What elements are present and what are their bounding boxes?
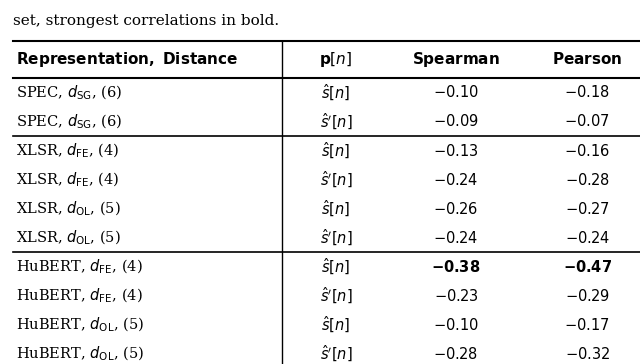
Text: $-0.24$: $-0.24$ <box>564 230 610 246</box>
Text: $-0.29$: $-0.29$ <box>565 288 609 304</box>
Text: $-0.24$: $-0.24$ <box>433 171 479 187</box>
Text: $-0.10$: $-0.10$ <box>433 317 479 333</box>
Text: $\mathbf{Spearman}$: $\mathbf{Spearman}$ <box>412 50 500 69</box>
Text: $-0.17$: $-0.17$ <box>564 317 610 333</box>
Text: $-0.10$: $-0.10$ <box>433 84 479 100</box>
Text: $-0.26$: $-0.26$ <box>433 201 479 217</box>
Text: XLSR, $d_{\mathrm{OL}}$, (5): XLSR, $d_{\mathrm{OL}}$, (5) <box>16 199 121 218</box>
Text: $-0.28$: $-0.28$ <box>433 346 479 362</box>
Text: $-0.16$: $-0.16$ <box>564 143 610 158</box>
Text: $\mathbf{-0.38}$: $\mathbf{-0.38}$ <box>431 259 481 275</box>
Text: $-0.09$: $-0.09$ <box>433 114 479 130</box>
Text: $\hat{s}'[n]$: $\hat{s}'[n]$ <box>320 111 352 132</box>
Text: XLSR, $d_{\mathrm{OL}}$, (5): XLSR, $d_{\mathrm{OL}}$, (5) <box>16 229 121 247</box>
Text: $\hat{s}'[n]$: $\hat{s}'[n]$ <box>320 286 352 306</box>
Text: HuBERT, $d_{\mathrm{OL}}$, (5): HuBERT, $d_{\mathrm{OL}}$, (5) <box>16 316 144 334</box>
Text: $-0.23$: $-0.23$ <box>434 288 478 304</box>
Text: XLSR, $d_{\mathrm{FE}}$, (4): XLSR, $d_{\mathrm{FE}}$, (4) <box>16 141 120 160</box>
Text: $-0.24$: $-0.24$ <box>433 230 479 246</box>
Text: XLSR, $d_{\mathrm{FE}}$, (4): XLSR, $d_{\mathrm{FE}}$, (4) <box>16 170 120 189</box>
Text: $-0.07$: $-0.07$ <box>564 114 610 130</box>
Text: $-0.32$: $-0.32$ <box>564 346 610 362</box>
Text: SPEC, $d_{\mathrm{SG}}$, (6): SPEC, $d_{\mathrm{SG}}$, (6) <box>16 112 122 131</box>
Text: HuBERT, $d_{\mathrm{FE}}$, (4): HuBERT, $d_{\mathrm{FE}}$, (4) <box>16 286 143 305</box>
Text: $\hat{s}'[n]$: $\hat{s}'[n]$ <box>320 228 352 248</box>
Text: $\mathbf{-0.47}$: $\mathbf{-0.47}$ <box>563 259 612 275</box>
Text: $\hat{s}[n]$: $\hat{s}[n]$ <box>321 82 351 103</box>
Text: $\hat{s}'[n]$: $\hat{s}'[n]$ <box>320 170 352 190</box>
Text: SPEC, $d_{\mathrm{SG}}$, (6): SPEC, $d_{\mathrm{SG}}$, (6) <box>16 83 122 102</box>
Text: $\hat{s}[n]$: $\hat{s}[n]$ <box>321 257 351 277</box>
Text: $-0.13$: $-0.13$ <box>433 143 479 158</box>
Text: $-0.28$: $-0.28$ <box>564 171 610 187</box>
Text: $-0.18$: $-0.18$ <box>564 84 610 100</box>
Text: $\hat{s}[n]$: $\hat{s}[n]$ <box>321 198 351 219</box>
Text: set, strongest correlations in bold.: set, strongest correlations in bold. <box>13 14 279 28</box>
Text: $\mathbf{Representation,\ Distance}$: $\mathbf{Representation,\ Distance}$ <box>16 50 238 69</box>
Text: $\mathbf{Pearson}$: $\mathbf{Pearson}$ <box>552 51 623 67</box>
Text: $\mathbf{p}[n]$: $\mathbf{p}[n]$ <box>319 50 353 69</box>
Text: $\hat{s}[n]$: $\hat{s}[n]$ <box>321 141 351 161</box>
Text: $\hat{s}[n]$: $\hat{s}[n]$ <box>321 314 351 335</box>
Text: HuBERT, $d_{\mathrm{OL}}$, (5): HuBERT, $d_{\mathrm{OL}}$, (5) <box>16 345 144 363</box>
Text: $\hat{s}'[n]$: $\hat{s}'[n]$ <box>320 344 352 364</box>
Text: $-0.27$: $-0.27$ <box>564 201 610 217</box>
Text: HuBERT, $d_{\mathrm{FE}}$, (4): HuBERT, $d_{\mathrm{FE}}$, (4) <box>16 257 143 276</box>
